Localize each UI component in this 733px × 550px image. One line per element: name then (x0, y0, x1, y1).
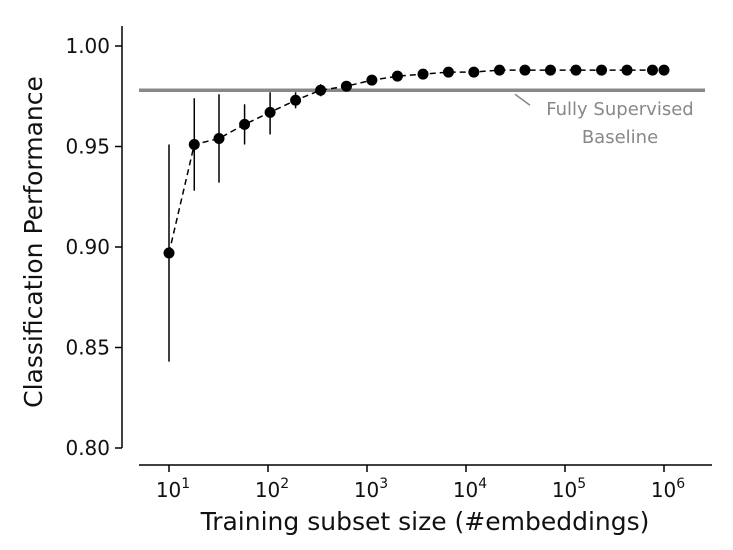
x-tick-exponent: 1 (181, 476, 190, 492)
data-point (213, 132, 225, 144)
data-point (646, 64, 658, 76)
data-point (596, 64, 608, 76)
baseline-leader-line (514, 93, 531, 106)
data-point (340, 80, 352, 92)
y-axis-title: Classification Performance (19, 76, 48, 408)
y-tick-label: 0.85 (65, 336, 110, 360)
baseline-group: Fully Supervised Baseline (139, 88, 705, 148)
series-group (163, 64, 670, 362)
x-tick-base: 10 (552, 478, 577, 502)
data-point (290, 94, 302, 106)
data-point (442, 66, 454, 78)
data-point (519, 64, 531, 76)
x-tick-label: 103 (354, 476, 388, 502)
x-tick-label: 102 (255, 476, 289, 502)
data-point (188, 138, 200, 150)
y-ticks: 0.80 0.85 0.90 0.95 1.00 (65, 34, 122, 460)
x-tick-label: 101 (156, 476, 190, 502)
x-tick-label: 106 (651, 476, 685, 502)
x-tick-exponent: 3 (379, 476, 388, 492)
y-tick-label: 1.00 (65, 34, 110, 58)
data-point (391, 70, 403, 82)
x-tick-base: 10 (651, 478, 676, 502)
data-point (315, 84, 327, 96)
x-tick-label: 104 (453, 476, 487, 502)
data-point (163, 247, 175, 259)
x-tick-label: 105 (552, 476, 586, 502)
y-tick-label: 0.80 (65, 436, 110, 460)
data-point (621, 64, 633, 76)
series-line (168, 69, 664, 254)
x-tick-base: 10 (453, 478, 478, 502)
y-tick-label: 0.90 (65, 235, 110, 259)
data-point (264, 106, 276, 118)
x-tick-exponent: 4 (478, 476, 487, 492)
x-tick-exponent: 6 (676, 476, 685, 492)
x-tick-exponent: 2 (280, 476, 289, 492)
data-point (658, 64, 670, 76)
data-point (239, 118, 251, 130)
x-tick-base: 10 (354, 478, 379, 502)
x-tick-base: 10 (255, 478, 280, 502)
data-point (366, 74, 378, 86)
data-point (468, 66, 480, 78)
x-axis-title: Training subset size (#embeddings) (200, 507, 650, 536)
data-point (494, 64, 506, 76)
data-point (417, 68, 429, 80)
data-point (544, 64, 556, 76)
x-ticks: 101 102 103 104 105 106 (156, 465, 685, 502)
y-tick-label: 0.95 (65, 135, 110, 159)
x-tick-exponent: 5 (577, 476, 586, 492)
baseline-label-line: Baseline (582, 127, 658, 148)
baseline-label-line: Fully Supervised (546, 99, 693, 120)
x-tick-base: 10 (156, 478, 181, 502)
data-point (570, 64, 582, 76)
